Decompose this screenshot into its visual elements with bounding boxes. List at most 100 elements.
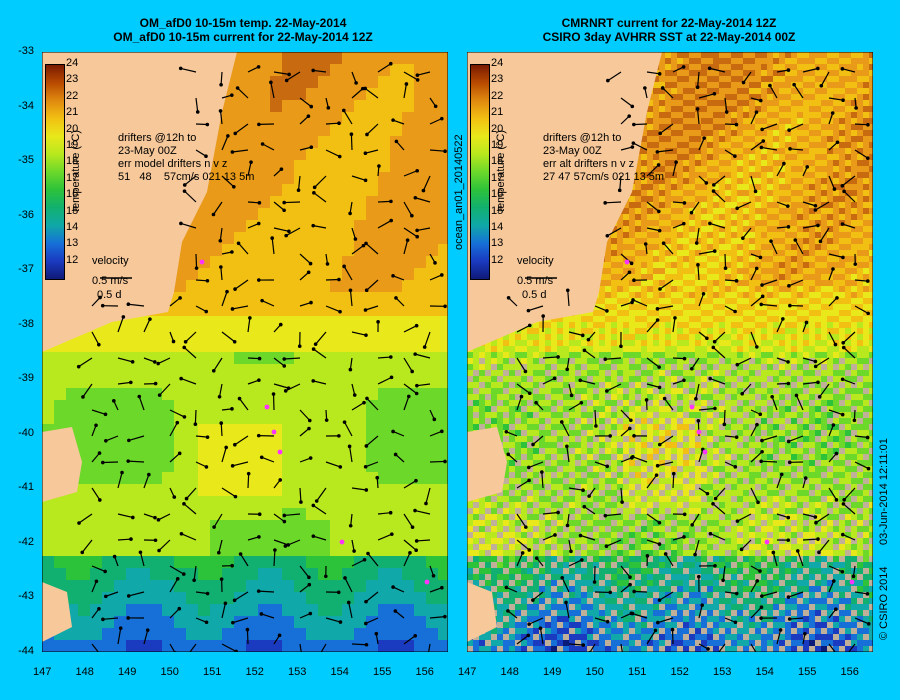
sst-cell	[78, 352, 90, 364]
sst-cell	[731, 106, 737, 112]
sst-cell	[414, 496, 426, 508]
sst-cell	[186, 616, 198, 628]
sst-cell	[779, 166, 785, 172]
sst-cell	[402, 340, 414, 352]
colorbar-tick-label: 20	[66, 122, 79, 135]
sst-cell	[330, 376, 342, 388]
sst-cell	[749, 172, 755, 178]
sst-cell	[689, 106, 695, 112]
sst-cell	[258, 172, 270, 184]
sst-cell	[815, 172, 821, 178]
sst-cell	[737, 262, 743, 268]
current-arrow	[189, 643, 197, 652]
current-arrow-head	[364, 241, 368, 246]
current-arrow-head	[311, 347, 316, 351]
sst-cell	[198, 484, 210, 496]
sst-cell	[210, 208, 222, 220]
sst-cell	[707, 262, 713, 268]
sst-cell	[270, 556, 282, 568]
current-arrow-head	[394, 296, 398, 300]
sst-cell	[821, 256, 827, 262]
current-arrow	[351, 487, 367, 491]
sst-cell	[138, 328, 150, 340]
sst-cell	[162, 580, 174, 592]
sst-cell	[743, 94, 749, 100]
sst-cell	[713, 100, 719, 106]
current-arrow-head	[311, 503, 316, 508]
sst-cell	[438, 364, 448, 376]
sst-cell	[222, 196, 234, 208]
sst-cell	[851, 202, 857, 208]
sst-cell	[797, 238, 803, 244]
sst-cell	[797, 250, 803, 256]
sst-cell	[647, 268, 653, 274]
sst-cell	[270, 208, 282, 220]
sst-cell	[354, 220, 366, 232]
y-tick-label: -40	[18, 426, 34, 439]
sst-cell	[839, 76, 845, 82]
current-arrow-head	[348, 288, 353, 293]
sst-cell	[629, 208, 635, 214]
current-arrow-head	[153, 515, 157, 520]
current-arrow	[429, 460, 446, 463]
y-tick-label: -35	[18, 154, 34, 166]
sst-cell	[186, 292, 198, 304]
sst-cell	[695, 202, 701, 208]
sst-cell	[683, 58, 689, 64]
sst-cell	[731, 262, 737, 268]
sst-cell	[402, 496, 414, 508]
sst-cell	[366, 172, 378, 184]
sst-cell	[833, 250, 839, 256]
sst-cell	[354, 304, 366, 316]
sst-cell	[731, 124, 737, 130]
sst-cell	[234, 376, 246, 388]
sst-cell	[102, 472, 114, 484]
sst-cell	[767, 166, 773, 172]
sst-cell	[779, 208, 785, 214]
sst-cell	[366, 520, 378, 532]
sst-cell	[725, 220, 731, 226]
current-arrow	[285, 539, 301, 547]
sst-cell	[42, 532, 54, 544]
current-arrow-head	[177, 451, 182, 456]
sst-cell	[294, 472, 306, 484]
sst-cell	[150, 316, 162, 328]
sst-cell	[713, 280, 719, 286]
sst-cell	[438, 352, 448, 364]
sst-cell	[731, 172, 737, 178]
sst-cell	[797, 172, 803, 178]
sst-cell	[246, 88, 258, 100]
sst-cell	[773, 214, 779, 220]
sst-cell	[731, 202, 737, 208]
current-arrow-head	[326, 106, 331, 110]
sst-cell	[767, 274, 773, 280]
sst-cell	[701, 268, 707, 274]
sst-cell	[90, 460, 102, 472]
current-arrow	[414, 509, 431, 515]
sst-cell	[318, 340, 330, 352]
sst-cell	[821, 250, 827, 256]
sst-cell	[677, 226, 683, 232]
sst-cell	[342, 184, 354, 196]
sst-cell	[869, 268, 873, 274]
sst-cell	[186, 544, 198, 556]
current-arrow-head	[104, 438, 108, 443]
current-arrow-head	[205, 122, 210, 127]
sst-cell	[863, 88, 869, 94]
sst-cell	[761, 184, 767, 190]
sst-cell	[114, 436, 126, 448]
sst-cell	[797, 124, 803, 130]
sst-cell	[737, 112, 743, 118]
sst-cell	[653, 118, 659, 124]
sst-cell	[306, 292, 318, 304]
current-arrow	[169, 452, 181, 463]
sst-cell	[869, 52, 873, 58]
sst-cell	[803, 280, 809, 286]
sst-cell	[851, 100, 857, 106]
current-arrow	[351, 88, 364, 99]
sst-cell	[791, 202, 797, 208]
sst-cell	[689, 190, 695, 196]
sst-cell	[330, 76, 342, 88]
sst-cell	[174, 640, 186, 652]
sst-cell	[713, 220, 719, 226]
